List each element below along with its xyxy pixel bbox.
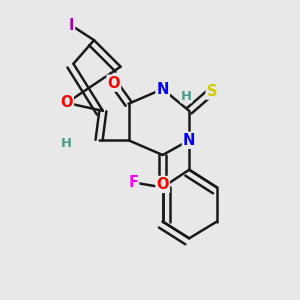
- Text: N: N: [157, 82, 169, 97]
- Text: O: O: [156, 177, 169, 192]
- Text: S: S: [207, 84, 217, 99]
- Text: O: O: [60, 95, 73, 110]
- Text: O: O: [107, 76, 120, 91]
- Text: F: F: [128, 175, 138, 190]
- Text: N: N: [183, 133, 195, 148]
- Text: H: H: [181, 90, 192, 103]
- Text: H: H: [61, 137, 72, 150]
- Text: I: I: [69, 18, 74, 33]
